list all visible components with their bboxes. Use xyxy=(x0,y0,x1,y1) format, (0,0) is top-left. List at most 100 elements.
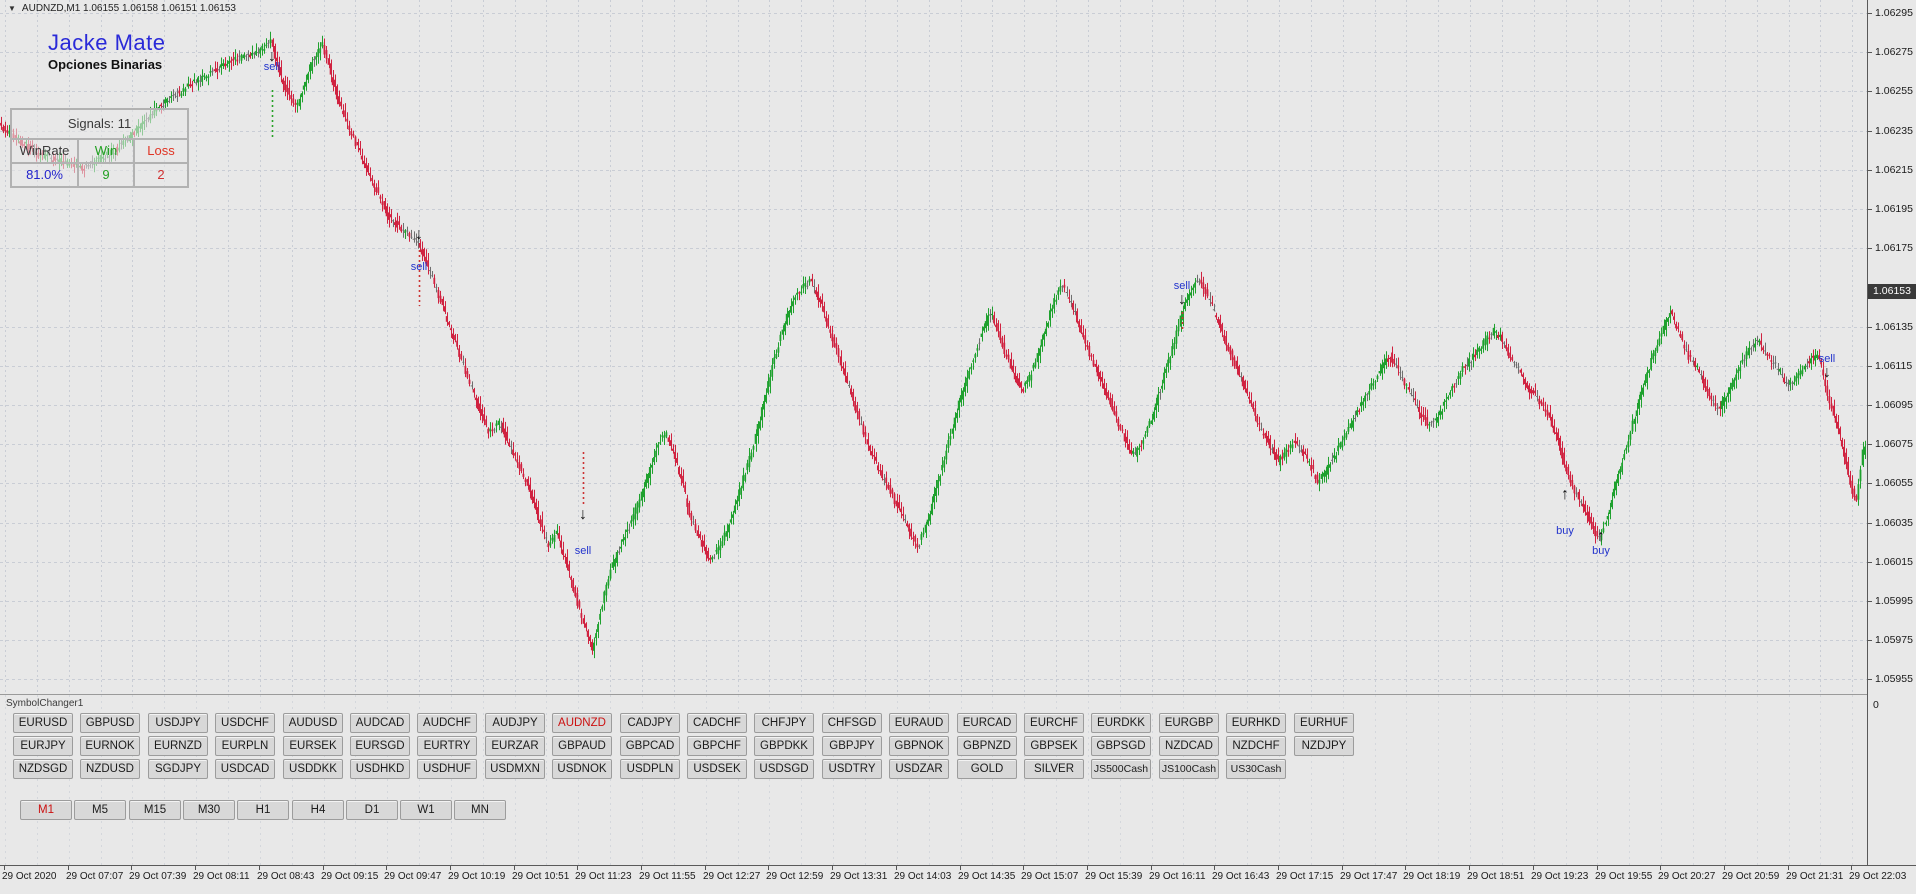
price-axis-label: 1.06215 xyxy=(1875,164,1913,176)
time-tick xyxy=(832,866,833,870)
time-tick xyxy=(1214,866,1215,870)
symbol-button-eurchf[interactable]: EURCHF xyxy=(1024,713,1084,733)
symbol-button-chfjpy[interactable]: CHFJPY xyxy=(754,713,814,733)
symbol-button-gbpnzd[interactable]: GBPNZD xyxy=(957,736,1017,756)
price-tick xyxy=(1868,170,1872,171)
symbol-button-js100cash[interactable]: JS100Cash xyxy=(1159,759,1219,779)
time-axis-label: 29 Oct 16:11 xyxy=(1149,871,1206,882)
symbol-button-audjpy[interactable]: AUDJPY xyxy=(485,713,545,733)
price-axis[interactable]: 1.06153 0 1.06295 1.06275 1.06255 1.06235 1.… xyxy=(1868,0,1916,866)
symbol-button-usdjpy[interactable]: USDJPY xyxy=(148,713,208,733)
symbol-button-gold[interactable]: GOLD xyxy=(957,759,1017,779)
symbol-button-nzdusd[interactable]: NZDUSD xyxy=(80,759,140,779)
symbol-button-gbpsgd[interactable]: GBPSGD xyxy=(1091,736,1151,756)
buy-arrow-icon: ↑ xyxy=(1597,528,1605,545)
symbol-button-sgdjpy[interactable]: SGDJPY xyxy=(148,759,208,779)
symbol-button-cadchf[interactable]: CADCHF xyxy=(687,713,747,733)
symbol-button-audnzd[interactable]: AUDNZD xyxy=(552,713,612,733)
symbol-button-euraud[interactable]: EURAUD xyxy=(889,713,949,733)
symbol-button-gbpusd[interactable]: GBPUSD xyxy=(80,713,140,733)
symbol-button-gbpchf[interactable]: GBPCHF xyxy=(687,736,747,756)
symbol-button-usdtry[interactable]: USDTRY xyxy=(822,759,882,779)
chart-plot-area[interactable]: ▼ AUDNZD,M1 1.06155 1.06158 1.06151 1.06… xyxy=(0,0,1867,694)
time-tick xyxy=(386,866,387,870)
symbol-button-us30cash[interactable]: US30Cash xyxy=(1226,759,1286,779)
sell-arrow-icon: ↓ xyxy=(415,226,423,243)
sell-signal-label: sell xyxy=(574,545,592,557)
symbol-button-gbpjpy[interactable]: GBPJPY xyxy=(822,736,882,756)
price-axis-label: 1.06175 xyxy=(1875,242,1913,254)
candlestick-chart xyxy=(0,0,1867,694)
symbol-button-eurcad[interactable]: EURCAD xyxy=(957,713,1017,733)
price-tick xyxy=(1868,640,1872,641)
time-axis[interactable]: 29 Oct 2020 29 Oct 07:07 29 Oct 07:39 29 Oc… xyxy=(0,866,1916,894)
symbol-button-usdmxn[interactable]: USDMXN xyxy=(485,759,545,779)
symbol-button-nzdchf[interactable]: NZDCHF xyxy=(1226,736,1286,756)
timeframe-button-d1[interactable]: D1 xyxy=(346,800,398,820)
subwindow-separator[interactable] xyxy=(0,694,1867,695)
timeframe-button-m30[interactable]: M30 xyxy=(183,800,235,820)
time-tick xyxy=(131,866,132,870)
timeframe-button-mn[interactable]: MN xyxy=(454,800,506,820)
symbol-button-gbpcad[interactable]: GBPCAD xyxy=(620,736,680,756)
subwindow-grid xyxy=(5,695,1853,865)
symbol-button-usdhuf[interactable]: USDHUF xyxy=(417,759,477,779)
time-axis-label: 29 Oct 15:39 xyxy=(1085,871,1143,882)
time-axis-label: 29 Oct 13:31 xyxy=(830,871,888,882)
symbol-button-eurhuf[interactable]: EURHUF xyxy=(1294,713,1354,733)
symbol-button-usdcad[interactable]: USDCAD xyxy=(215,759,275,779)
symbol-button-nzdsgd[interactable]: NZDSGD xyxy=(13,759,73,779)
chart-dropdown-icon[interactable]: ▼ xyxy=(8,4,16,13)
price-tick xyxy=(1868,131,1872,132)
symbol-button-audusd[interactable]: AUDUSD xyxy=(283,713,343,733)
symbol-button-eurzar[interactable]: EURZAR xyxy=(485,736,545,756)
symbol-button-silver[interactable]: SILVER xyxy=(1024,759,1084,779)
time-axis-label: 29 Oct 09:47 xyxy=(384,871,442,882)
symbol-button-eursgd[interactable]: EURSGD xyxy=(350,736,410,756)
symbol-button-chfsgd[interactable]: CHFSGD xyxy=(822,713,882,733)
symbol-button-eurhkd[interactable]: EURHKD xyxy=(1226,713,1286,733)
timeframe-button-m5[interactable]: M5 xyxy=(74,800,126,820)
symbol-button-eursek[interactable]: EURSEK xyxy=(283,736,343,756)
symbol-button-audchf[interactable]: AUDCHF xyxy=(417,713,477,733)
time-tick xyxy=(1023,866,1024,870)
symbol-button-eurnok[interactable]: EURNOK xyxy=(80,736,140,756)
symbol-button-eurtry[interactable]: EURTRY xyxy=(417,736,477,756)
symbol-button-usdhkd[interactable]: USDHKD xyxy=(350,759,410,779)
symbol-button-nzdcad[interactable]: NZDCAD xyxy=(1159,736,1219,756)
timeframe-button-m15[interactable]: M15 xyxy=(129,800,181,820)
symbol-button-gbpaud[interactable]: GBPAUD xyxy=(552,736,612,756)
time-axis-label: 29 Oct 08:43 xyxy=(257,871,315,882)
symbol-button-eurusd[interactable]: EURUSD xyxy=(13,713,73,733)
symbol-button-usdnok[interactable]: USDNOK xyxy=(552,759,612,779)
price-tick xyxy=(1868,248,1872,249)
timeframe-button-w1[interactable]: W1 xyxy=(400,800,452,820)
symbol-button-usdpln[interactable]: USDPLN xyxy=(620,759,680,779)
symbol-button-js500cash[interactable]: JS500Cash xyxy=(1091,759,1151,779)
chart-title-bar[interactable]: ▼ AUDNZD,M1 1.06155 1.06158 1.06151 1.06… xyxy=(8,3,236,14)
symbol-button-usdsek[interactable]: USDSEK xyxy=(687,759,747,779)
symbol-button-usdchf[interactable]: USDCHF xyxy=(215,713,275,733)
symbol-button-gbpnok[interactable]: GBPNOK xyxy=(889,736,949,756)
price-tick xyxy=(1868,91,1872,92)
symbol-button-cadjpy[interactable]: CADJPY xyxy=(620,713,680,733)
timeframe-button-m1[interactable]: M1 xyxy=(20,800,72,820)
symbol-button-audcad[interactable]: AUDCAD xyxy=(350,713,410,733)
symbol-button-gbpdkk[interactable]: GBPDKK xyxy=(754,736,814,756)
symbol-button-eurdkk[interactable]: EURDKK xyxy=(1091,713,1151,733)
symbol-button-eurpln[interactable]: EURPLN xyxy=(215,736,275,756)
symbol-button-usddkk[interactable]: USDDKK xyxy=(283,759,343,779)
symbol-button-eurjpy[interactable]: EURJPY xyxy=(13,736,73,756)
symbol-button-usdsgd[interactable]: USDSGD xyxy=(754,759,814,779)
timeframe-button-h4[interactable]: H4 xyxy=(292,800,344,820)
symbol-button-nzdjpy[interactable]: NZDJPY xyxy=(1294,736,1354,756)
time-tick xyxy=(1851,866,1852,870)
time-axis-label: 29 Oct 12:59 xyxy=(766,871,824,882)
symbol-button-eurgbp[interactable]: EURGBP xyxy=(1159,713,1219,733)
symbol-button-eurnzd[interactable]: EURNZD xyxy=(148,736,208,756)
price-tick xyxy=(1868,679,1872,680)
symbol-button-usdzar[interactable]: USDZAR xyxy=(889,759,949,779)
price-axis-label: 1.06095 xyxy=(1875,399,1913,411)
symbol-button-gbpsek[interactable]: GBPSEK xyxy=(1024,736,1084,756)
timeframe-button-h1[interactable]: H1 xyxy=(237,800,289,820)
